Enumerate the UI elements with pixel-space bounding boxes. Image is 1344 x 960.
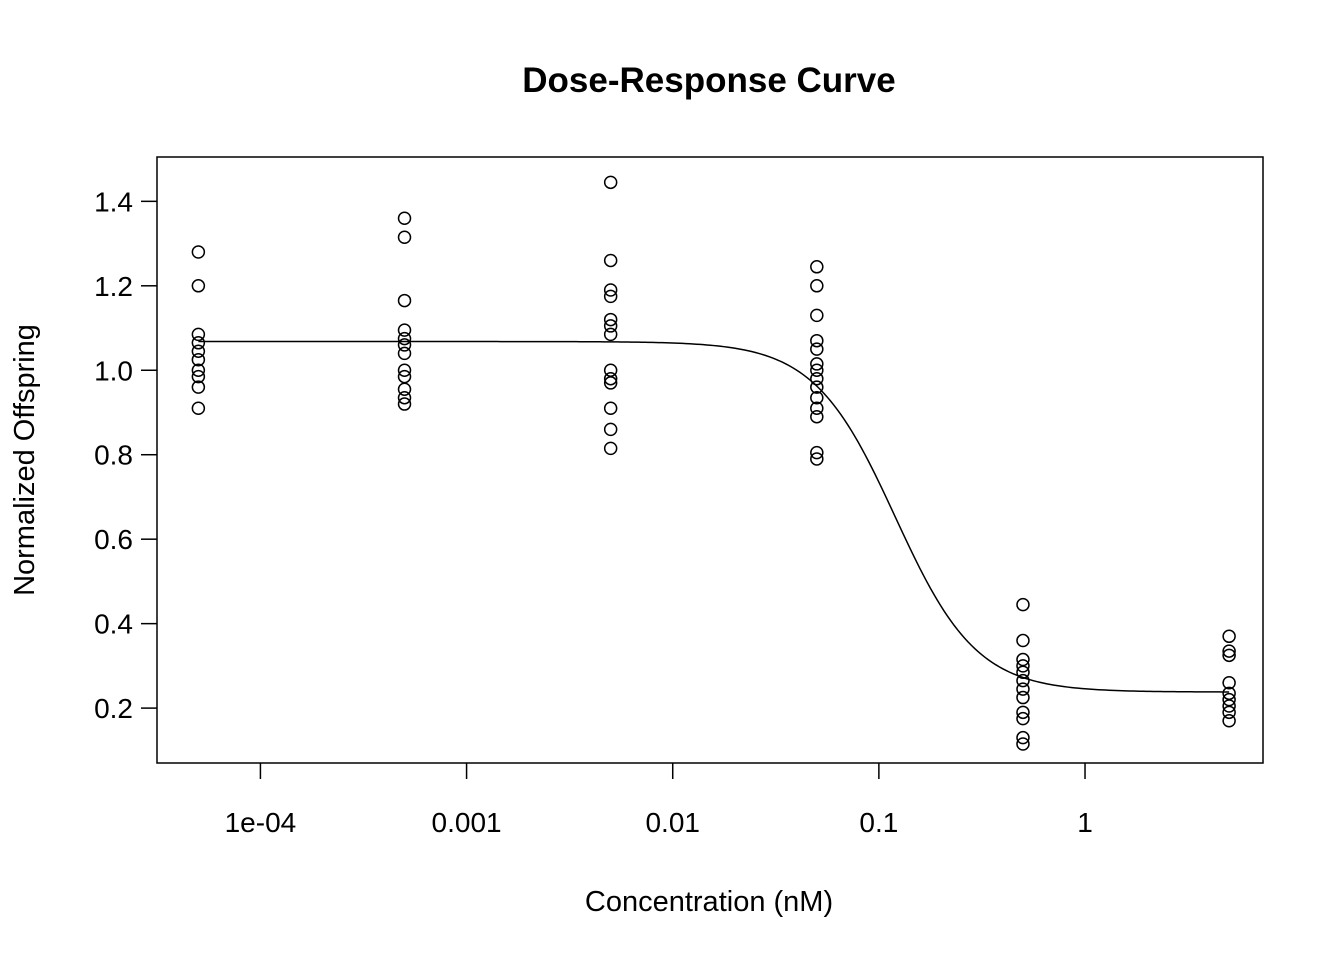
data-point <box>397 293 412 308</box>
data-point <box>603 327 618 342</box>
data-point <box>1222 714 1236 728</box>
data-point <box>810 452 824 466</box>
data-point <box>397 230 412 244</box>
data-point <box>191 344 206 359</box>
y-axis: 0.2 0.4 0.6 0.8 1.0 1.2 1.4 <box>94 186 157 724</box>
data-point <box>603 319 618 333</box>
data-point <box>397 211 412 225</box>
data-point <box>397 390 412 405</box>
data-point <box>810 260 824 274</box>
y-tick-label: 1.0 <box>94 355 133 386</box>
chart-title: Dose-Response Curve <box>522 61 895 100</box>
y-tick-label: 0.4 <box>94 609 133 640</box>
data-point <box>397 346 412 361</box>
x-axis: 1e-04 0.001 0.01 0.1 1 <box>225 763 1093 838</box>
data-point <box>397 397 412 411</box>
data-point <box>810 342 824 356</box>
data-point <box>191 369 206 384</box>
y-tick-label: 1.2 <box>94 271 133 302</box>
data-point <box>603 441 618 456</box>
data-point <box>810 371 824 386</box>
data-point <box>810 333 824 348</box>
data-point <box>810 279 824 293</box>
y-tick-label: 0.8 <box>94 440 133 471</box>
data-point <box>810 308 824 323</box>
data-point <box>603 253 618 268</box>
plot-frame <box>156 156 1264 764</box>
data-point <box>191 380 206 394</box>
y-tick-label: 1.4 <box>94 186 133 217</box>
data-point <box>810 390 824 405</box>
y-tick-label: 0.6 <box>94 524 133 555</box>
data-point <box>1222 705 1236 720</box>
data-point <box>1016 711 1030 726</box>
data-point <box>1016 659 1030 673</box>
data-point <box>1016 682 1030 696</box>
data-point <box>191 279 206 293</box>
data-point <box>191 363 206 378</box>
data-point <box>397 382 412 397</box>
x-tick-label: 0.1 <box>859 807 898 838</box>
x-tick-label: 0.001 <box>432 807 502 838</box>
data-point <box>397 338 412 352</box>
data-point <box>1222 648 1236 663</box>
data-point <box>1222 676 1236 690</box>
fit-curve <box>198 340 1230 693</box>
y-axis-label: Normalized Offspring <box>9 324 41 596</box>
data-point <box>191 401 206 416</box>
data-point <box>810 409 824 424</box>
data-point <box>603 371 618 386</box>
data-point <box>1222 699 1236 713</box>
data-point <box>1222 629 1236 644</box>
data-point <box>191 336 206 350</box>
data-point <box>603 283 618 297</box>
data-point <box>603 175 618 190</box>
data-point <box>1016 633 1030 648</box>
data-point <box>810 445 824 460</box>
data-point <box>397 363 412 378</box>
data-point <box>1016 737 1030 751</box>
x-axis-label: Concentration (nM) <box>585 886 833 918</box>
data-point <box>810 357 824 371</box>
data-point <box>810 401 824 416</box>
data-point <box>1016 730 1030 745</box>
x-tick-label: 1 <box>1077 807 1093 838</box>
data-points <box>191 175 1236 751</box>
data-point <box>191 352 206 367</box>
x-tick-label: 1e-04 <box>225 807 297 838</box>
data-point <box>603 401 618 416</box>
data-point <box>810 363 824 378</box>
data-point <box>1016 673 1030 688</box>
data-point <box>603 376 618 390</box>
data-point <box>191 327 206 342</box>
data-point <box>191 245 206 259</box>
data-point <box>1222 644 1236 658</box>
data-point <box>603 422 618 437</box>
data-point <box>397 323 412 337</box>
data-point <box>1016 597 1030 612</box>
data-point <box>810 380 824 394</box>
y-tick-label: 0.2 <box>94 693 133 724</box>
x-tick-label: 0.01 <box>645 807 700 838</box>
data-point <box>397 331 412 346</box>
data-point <box>1016 690 1030 705</box>
data-point <box>1016 705 1030 720</box>
data-point <box>603 312 618 327</box>
data-point <box>603 289 618 304</box>
